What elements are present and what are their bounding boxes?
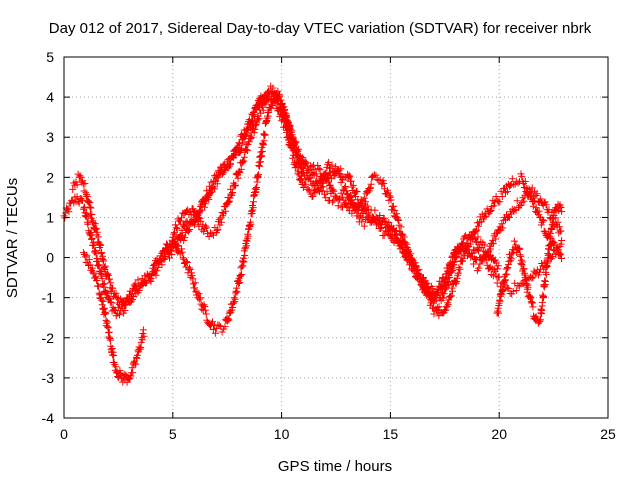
data-points (60, 82, 566, 386)
y-tick-label: 1 (46, 209, 54, 225)
point-markers (169, 90, 566, 298)
y-tick-labels: -4 -3 -2 -1 0 1 2 3 4 5 (42, 49, 55, 426)
x-tick-label: 25 (600, 426, 616, 442)
x-tick-label: 5 (169, 426, 177, 442)
series-track-c (80, 249, 148, 386)
y-tick-label: -4 (42, 410, 55, 426)
series-track-f (493, 200, 566, 327)
y-tick-label: 0 (46, 250, 54, 266)
y-tick-label: -1 (42, 290, 55, 306)
y-tick-label: 3 (46, 129, 54, 145)
series-track-d (160, 87, 565, 337)
y-tick-label: -3 (42, 370, 55, 386)
axis-ticks (63, 56, 609, 419)
y-axis-label: SDTVAR / TECUs (4, 178, 21, 298)
chart-title: Day 012 of 2017, Sidereal Day-to-day VTE… (49, 20, 592, 37)
x-tick-label: 0 (60, 426, 68, 442)
y-tick-label: 4 (46, 89, 54, 105)
series-track-e (169, 90, 566, 298)
y-tick-label: 5 (46, 49, 54, 65)
x-tick-label: 20 (491, 426, 507, 442)
x-tick-label: 15 (383, 426, 399, 442)
point-markers (160, 87, 565, 337)
y-tick-label: -2 (42, 330, 55, 346)
point-markers (80, 249, 148, 386)
x-tick-labels: 0 5 10 15 20 25 (60, 426, 616, 442)
x-tick-label: 10 (274, 426, 290, 442)
grid-lines (64, 57, 608, 418)
x-axis-label: GPS time / hours (278, 458, 392, 475)
y-tick-label: 2 (46, 169, 54, 185)
plot-frame (63, 56, 609, 419)
point-markers (493, 200, 566, 327)
